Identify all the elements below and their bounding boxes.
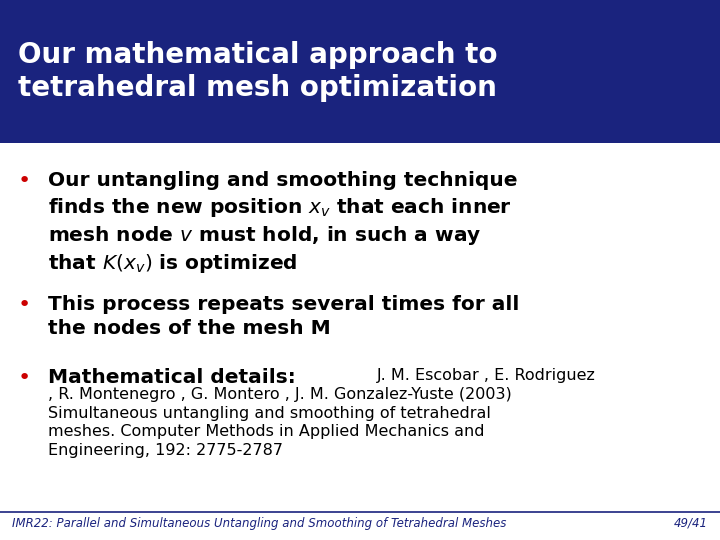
Text: •: •: [18, 295, 31, 315]
Text: 49/41: 49/41: [674, 517, 708, 530]
Text: •: •: [18, 368, 31, 388]
Text: This process repeats several times for all
the nodes of the mesh M: This process repeats several times for a…: [48, 295, 519, 338]
Text: , R. Montenegro , G. Montero , J. M. Gonzalez-Yuste (2003)
Simultaneous untangli: , R. Montenegro , G. Montero , J. M. Gon…: [48, 387, 512, 458]
Text: Mathematical details:: Mathematical details:: [48, 368, 302, 387]
Text: Our untangling and smoothing technique
finds the new position $x_v$ that each in: Our untangling and smoothing technique f…: [48, 171, 518, 275]
Text: •: •: [18, 171, 31, 191]
Text: IMR22: Parallel and Simultaneous Untangling and Smoothing of Tetrahedral Meshes: IMR22: Parallel and Simultaneous Untangl…: [12, 517, 506, 530]
Text: Our mathematical approach to
tetrahedral mesh optimization: Our mathematical approach to tetrahedral…: [18, 41, 498, 102]
Bar: [0, 0, 720, 143]
Text: J. M. Escobar , E. Rodriguez: J. M. Escobar , E. Rodriguez: [377, 368, 595, 383]
